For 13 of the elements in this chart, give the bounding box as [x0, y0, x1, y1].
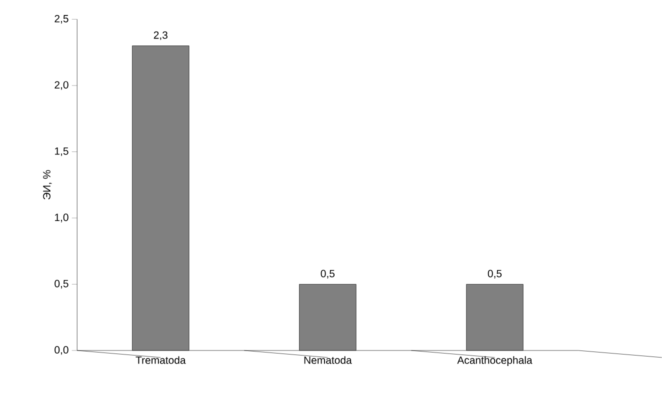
x-tick-label: Nematoda	[304, 356, 352, 364]
data-label: 0,5	[488, 270, 502, 278]
y-tick-label: 0,5	[54, 280, 68, 288]
data-label: 0,5	[320, 270, 335, 278]
x-tick-label: Trematoda	[136, 356, 186, 364]
y-tick-label: 1,0	[55, 214, 68, 222]
y-tick-label: 2,0	[54, 81, 68, 90]
y-tick-label: 2,5	[54, 14, 68, 24]
x-tick-label: Acanthocephala	[457, 356, 532, 366]
y-axis-title: ЭИ, %	[43, 170, 52, 200]
y-tick-label: 0,0	[54, 346, 68, 355]
y-tick-label: 1,5	[55, 147, 68, 156]
data-label: 2,3	[154, 31, 168, 40]
